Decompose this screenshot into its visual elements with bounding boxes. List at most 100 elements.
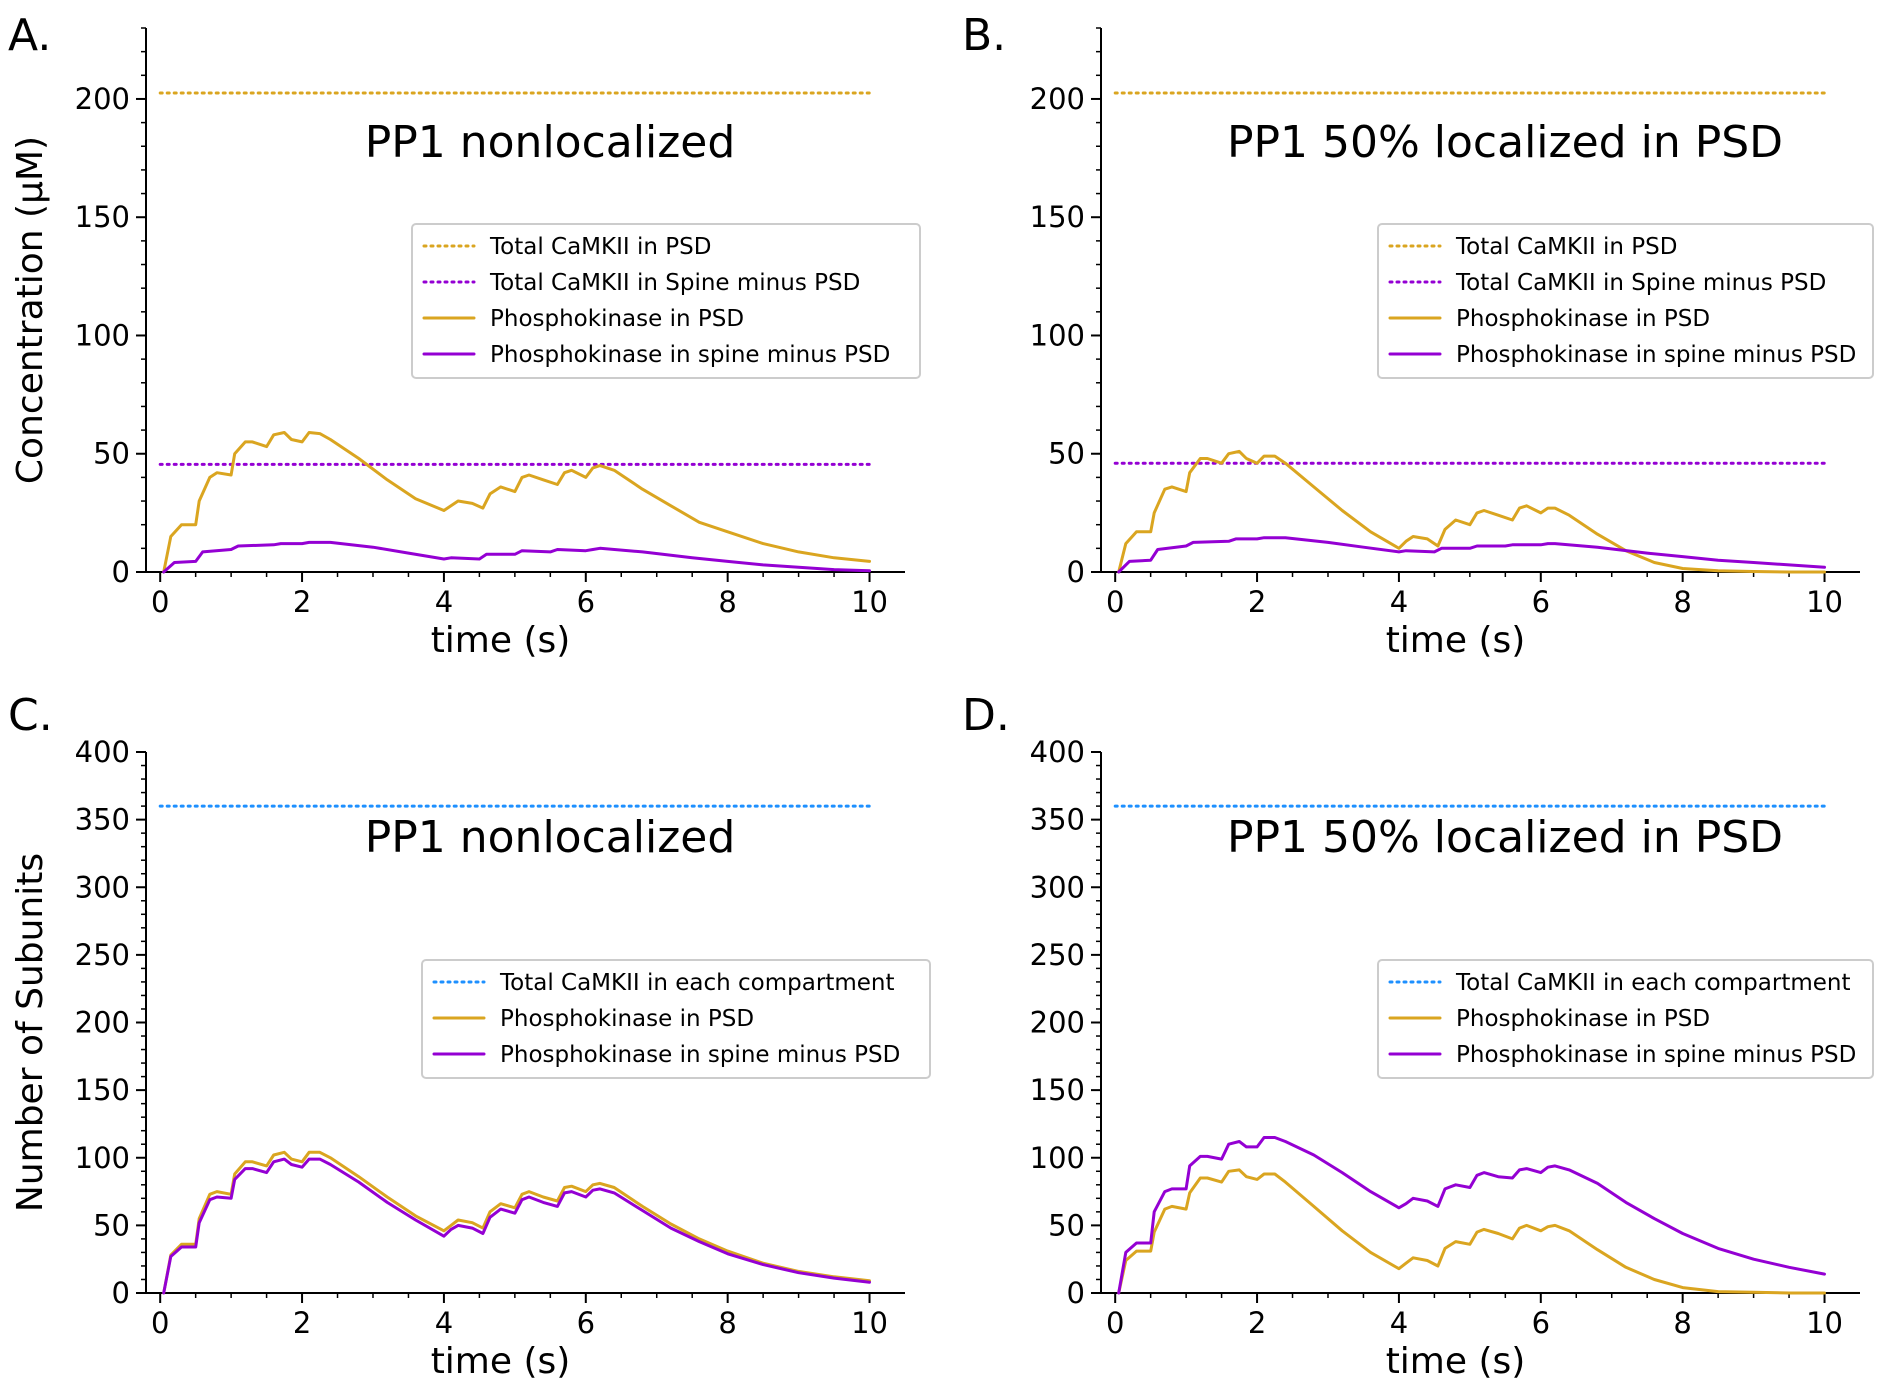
legend-label: Phosphokinase in spine minus PSD (1456, 342, 1856, 368)
panel-title: PP1 50% localized in PSD (1227, 117, 1783, 168)
y-tick-label: 50 (1048, 1208, 1085, 1242)
legend-label: Phosphokinase in PSD (1456, 306, 1710, 332)
y-tick-label: 400 (1030, 735, 1085, 769)
x-tick-label: 8 (718, 585, 736, 619)
series-line-phosphokinase-in-psd (1117, 449, 1826, 574)
x-tick-label: 6 (1532, 585, 1550, 619)
series-line-phosphokinase-in-spine-minus-psd (1117, 1136, 1826, 1295)
y-axis-label: Number of Subunits (10, 853, 51, 1212)
legend: Total CaMKII in PSD Total CaMKII in Spine… (1377, 223, 1874, 379)
y-tick-label: 200 (75, 1006, 130, 1040)
y-tick-label: 0 (112, 1276, 130, 1310)
y-tick-label: 150 (75, 200, 130, 234)
panel-label: B. (962, 10, 1006, 61)
y-tick-label: 50 (93, 437, 130, 471)
panel-label: D. (962, 690, 1010, 741)
x-tick-label: 0 (151, 1306, 169, 1340)
legend-label: Total CaMKII in each compartment (1455, 970, 1850, 996)
y-tick-label: 100 (1030, 1141, 1085, 1175)
legend-label: Total CaMKII in PSD (1455, 234, 1677, 260)
y-tick-label: 100 (75, 318, 130, 352)
series-line-phosphokinase-in-psd (1117, 1168, 1826, 1295)
x-tick-label: 4 (1390, 585, 1408, 619)
x-axis-label: time (s) (1386, 620, 1526, 661)
y-tick-label: 150 (1030, 200, 1085, 234)
legend-label: Phosphokinase in spine minus PSD (490, 342, 890, 368)
x-tick-label: 8 (1673, 1306, 1691, 1340)
x-tick-label: 0 (1106, 585, 1124, 619)
x-tick-label: 10 (1806, 585, 1843, 619)
x-tick-label: 6 (577, 1306, 595, 1340)
y-tick-label: 200 (75, 82, 130, 116)
y-tick-label: 0 (1067, 555, 1085, 589)
x-tick-label: 10 (851, 1306, 888, 1340)
x-axis-label: time (s) (431, 620, 571, 661)
legend: Total CaMKII in each compartment Phosphok… (421, 959, 931, 1079)
legend-label: Phosphokinase in spine minus PSD (500, 1042, 900, 1068)
panel-label: C. (8, 690, 53, 741)
y-tick-label: 0 (1067, 1276, 1085, 1310)
legend: Total CaMKII in each compartment Phosphok… (1377, 959, 1874, 1079)
panel-label: A. (8, 10, 51, 61)
y-tick-label: 350 (75, 803, 130, 837)
y-tick-label: 300 (1030, 870, 1085, 904)
legend-label: Total CaMKII in each compartment (499, 970, 894, 996)
y-tick-label: 50 (1048, 437, 1085, 471)
x-tick-label: 2 (1248, 1306, 1266, 1340)
legend-frame (1377, 959, 1874, 1079)
legend-label: Phosphokinase in PSD (1456, 1006, 1710, 1032)
legend-label: Phosphokinase in PSD (490, 306, 744, 332)
y-tick-label: 350 (1030, 803, 1085, 837)
panel-title: PP1 nonlocalized (365, 812, 736, 863)
legend-label: Phosphokinase in spine minus PSD (1456, 1042, 1856, 1068)
x-tick-label: 0 (151, 585, 169, 619)
y-tick-label: 250 (75, 938, 130, 972)
legend-label: Total CaMKII in Spine minus PSD (1455, 270, 1826, 296)
x-tick-label: 4 (435, 1306, 453, 1340)
y-tick-label: 200 (1030, 1006, 1085, 1040)
x-tick-label: 2 (293, 1306, 311, 1340)
y-axis-label: Concentration (μM) (10, 136, 51, 484)
y-tick-label: 0 (112, 555, 130, 589)
y-tick-label: 300 (75, 870, 130, 904)
x-tick-label: 10 (1806, 1306, 1843, 1340)
x-tick-label: 6 (1532, 1306, 1550, 1340)
legend-label: Total CaMKII in PSD (489, 234, 711, 260)
legend-frame (411, 223, 921, 379)
y-tick-label: 250 (1030, 938, 1085, 972)
x-tick-label: 8 (718, 1306, 736, 1340)
series-line-phosphokinase-in-psd (162, 1150, 871, 1295)
y-tick-label: 150 (1030, 1073, 1085, 1107)
y-tick-label: 400 (75, 735, 130, 769)
legend: Total CaMKII in PSD Total CaMKII in Spine… (411, 223, 921, 379)
legend-frame (1377, 223, 1874, 379)
x-tick-label: 0 (1106, 1306, 1124, 1340)
x-tick-label: 6 (577, 585, 595, 619)
series-line-phosphokinase-in-psd (162, 431, 871, 574)
x-axis-label: time (s) (431, 1341, 571, 1382)
y-tick-label: 200 (1030, 82, 1085, 116)
x-tick-label: 2 (1248, 585, 1266, 619)
y-tick-label: 100 (75, 1141, 130, 1175)
legend-label: Phosphokinase in PSD (500, 1006, 754, 1032)
series-line-phosphokinase-in-spine-minus-psd (162, 1157, 871, 1295)
x-tick-label: 4 (1390, 1306, 1408, 1340)
x-axis-label: time (s) (1386, 1341, 1526, 1382)
y-tick-label: 100 (1030, 318, 1085, 352)
x-tick-label: 2 (293, 585, 311, 619)
x-tick-label: 8 (1673, 585, 1691, 619)
x-tick-label: 10 (851, 585, 888, 619)
legend-label: Total CaMKII in Spine minus PSD (489, 270, 860, 296)
y-tick-label: 150 (75, 1073, 130, 1107)
y-tick-label: 50 (93, 1208, 130, 1242)
legend-frame (421, 959, 931, 1079)
series-line-phosphokinase-in-spine-minus-psd (162, 540, 871, 574)
x-tick-label: 4 (435, 585, 453, 619)
panel-title: PP1 nonlocalized (365, 117, 736, 168)
series-line-phosphokinase-in-spine-minus-psd (1117, 536, 1826, 574)
